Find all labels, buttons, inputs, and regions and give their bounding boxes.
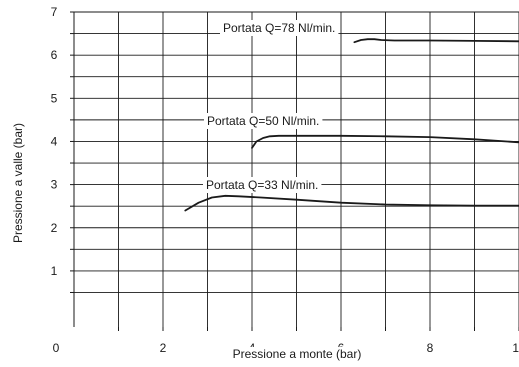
series-line-1 <box>353 38 519 44</box>
series-label-1: Portata Q=78 Nl/min. <box>223 21 335 35</box>
y-tick-label: 7 <box>51 5 58 19</box>
series-labels: Portata Q=78 Nl/min. Portata Q=50 Nl/min.… <box>203 20 339 193</box>
grid <box>74 11 519 327</box>
series-lines <box>184 38 519 212</box>
y-tick-label: 3 <box>51 178 58 192</box>
y-tick-label: 2 <box>51 221 58 235</box>
series-label-3: Portata Q=33 Nl/min. <box>206 178 318 192</box>
x-tick-label: 0 <box>53 341 60 355</box>
series-line-3 <box>184 194 519 212</box>
y-tick-label: 5 <box>51 91 58 105</box>
x-axis-title-bg <box>229 347 365 363</box>
series-label-bg <box>220 20 339 36</box>
y-tick-label: 4 <box>51 134 58 148</box>
series-label-2: Portata Q=50 Nl/min. <box>207 114 319 128</box>
series-label-bg <box>203 177 322 193</box>
x-tick-label: 2 <box>160 341 167 355</box>
y-tick-label: 6 <box>51 48 58 62</box>
series-line-2 <box>251 134 519 149</box>
series-label-bg <box>204 113 323 129</box>
axes <box>70 11 519 331</box>
y-axis-title: Pressione a valle (bar) <box>11 123 25 243</box>
x-tick-label: 8 <box>427 341 434 355</box>
y-tick-label: 1 <box>51 264 58 278</box>
x-axis-title: Pressione a monte (bar) <box>233 347 362 361</box>
x-tick-label: 10 <box>512 341 519 355</box>
